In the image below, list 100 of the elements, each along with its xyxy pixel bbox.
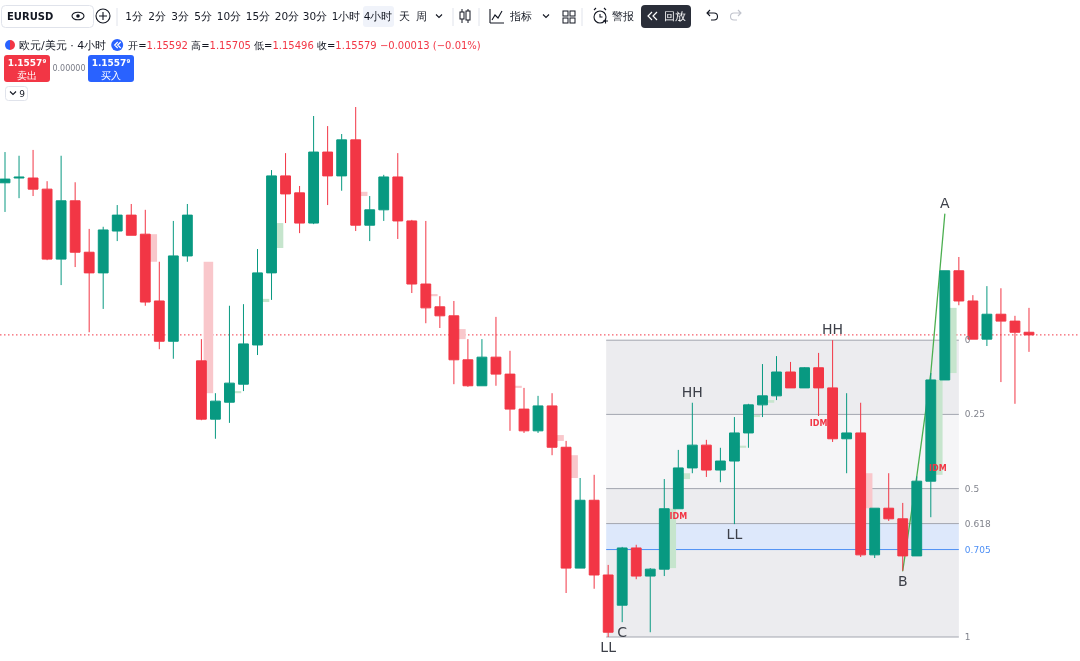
annotation: HH [822, 321, 844, 338]
candlestick [729, 416, 740, 525]
candlestick [771, 355, 782, 401]
candlestick [392, 152, 404, 240]
candlestick [897, 502, 909, 572]
candlestick [280, 152, 291, 224]
text: 4小时 [363, 10, 393, 22]
chart-title: 欧元/美元 · 4小时 [19, 39, 107, 52]
text: 15分 [245, 10, 271, 22]
text: 指标 [509, 10, 532, 22]
annotation: 0 [964, 335, 971, 346]
text: 20分 [274, 10, 300, 22]
candlestick [336, 133, 348, 192]
candlestick [462, 338, 474, 388]
text: 卖出 [17, 69, 37, 81]
text: 1.1557⁹ [91, 58, 131, 68]
annotation: 0.618 [964, 518, 991, 529]
candlestick [406, 219, 418, 294]
candlestick [266, 169, 277, 301]
candlestick [799, 366, 810, 389]
candlestick [574, 477, 586, 569]
candlestick [616, 546, 628, 623]
candlestick [13, 155, 25, 199]
candlestick [0, 151, 11, 213]
candlestick [995, 287, 1007, 383]
text: 警报 [612, 10, 634, 22]
candlestick [560, 440, 572, 594]
candlestick [686, 402, 698, 474]
text: 买入 [101, 69, 121, 81]
candlestick [364, 195, 376, 242]
candlestick [181, 203, 193, 263]
annotation: 0.705 [964, 544, 991, 555]
text: 回放 [664, 10, 686, 22]
candlestick [672, 449, 684, 510]
candlestick [644, 567, 656, 633]
annotation: 0.5 [964, 483, 980, 494]
candlestick [504, 350, 516, 432]
candlestick [434, 295, 446, 329]
text: 5分 [194, 10, 212, 22]
annotation: A [940, 195, 951, 212]
text: 1分 [125, 10, 143, 22]
text: 3分 [171, 10, 189, 22]
candlestick [111, 204, 123, 242]
candlestick [602, 564, 614, 638]
candlestick [883, 472, 895, 522]
text: 开=1.15592 高=1.15705 低=1.15496 收=1.15579 −0.00013 (−0.01%) [128, 40, 481, 51]
candlestick [518, 387, 530, 434]
candlestick [139, 209, 151, 307]
annotation: 1 [964, 632, 971, 642]
candlestick [757, 363, 768, 418]
candlestick [981, 285, 993, 347]
candlestick [939, 270, 951, 381]
candlestick [448, 300, 460, 385]
candlestick [658, 478, 670, 577]
candlestick [813, 352, 824, 417]
candlestick [238, 303, 249, 392]
text: 周 [415, 10, 427, 22]
annotation: 0.25 [964, 409, 985, 420]
text: 1.1557⁹ [7, 58, 47, 68]
candlestick [420, 220, 432, 324]
annotation: IDM [809, 418, 828, 428]
candlestick [630, 544, 642, 580]
candlestick [83, 228, 95, 333]
annotation: B [897, 572, 908, 589]
annotation: IDM [669, 511, 688, 521]
candlestick [167, 220, 179, 360]
candlestick [350, 106, 362, 232]
text: 30分 [302, 10, 328, 22]
candlestick [785, 361, 796, 389]
candlestick [41, 180, 53, 261]
candlestick [195, 338, 207, 421]
candlestick [700, 439, 712, 478]
candlestick [588, 474, 600, 590]
candlestick [476, 338, 488, 387]
annotation: C [617, 624, 628, 641]
text: EURUSD [7, 11, 54, 22]
candlestick [714, 447, 726, 483]
candlestick [69, 181, 81, 268]
candlestick [855, 402, 867, 558]
text: 2分 [148, 10, 166, 22]
candlestick [224, 305, 235, 424]
candlestick [55, 155, 67, 286]
annotation: LL [726, 526, 743, 543]
text: 10分 [216, 10, 242, 22]
candlestick [953, 256, 965, 306]
text: 1小时 [331, 10, 361, 22]
candlestick [532, 395, 544, 434]
candlestick [294, 185, 305, 234]
candlestick [322, 125, 334, 206]
candlestick [378, 174, 390, 222]
text: 9 [19, 89, 26, 99]
candlestick [210, 392, 221, 440]
candlestick [97, 226, 109, 310]
candlestick [869, 507, 881, 559]
candlestick [911, 475, 923, 557]
candlestick [252, 248, 263, 356]
candlestick [125, 203, 137, 236]
candlestick [827, 339, 839, 443]
annotation: HH [681, 383, 703, 400]
candlestick [841, 392, 853, 474]
